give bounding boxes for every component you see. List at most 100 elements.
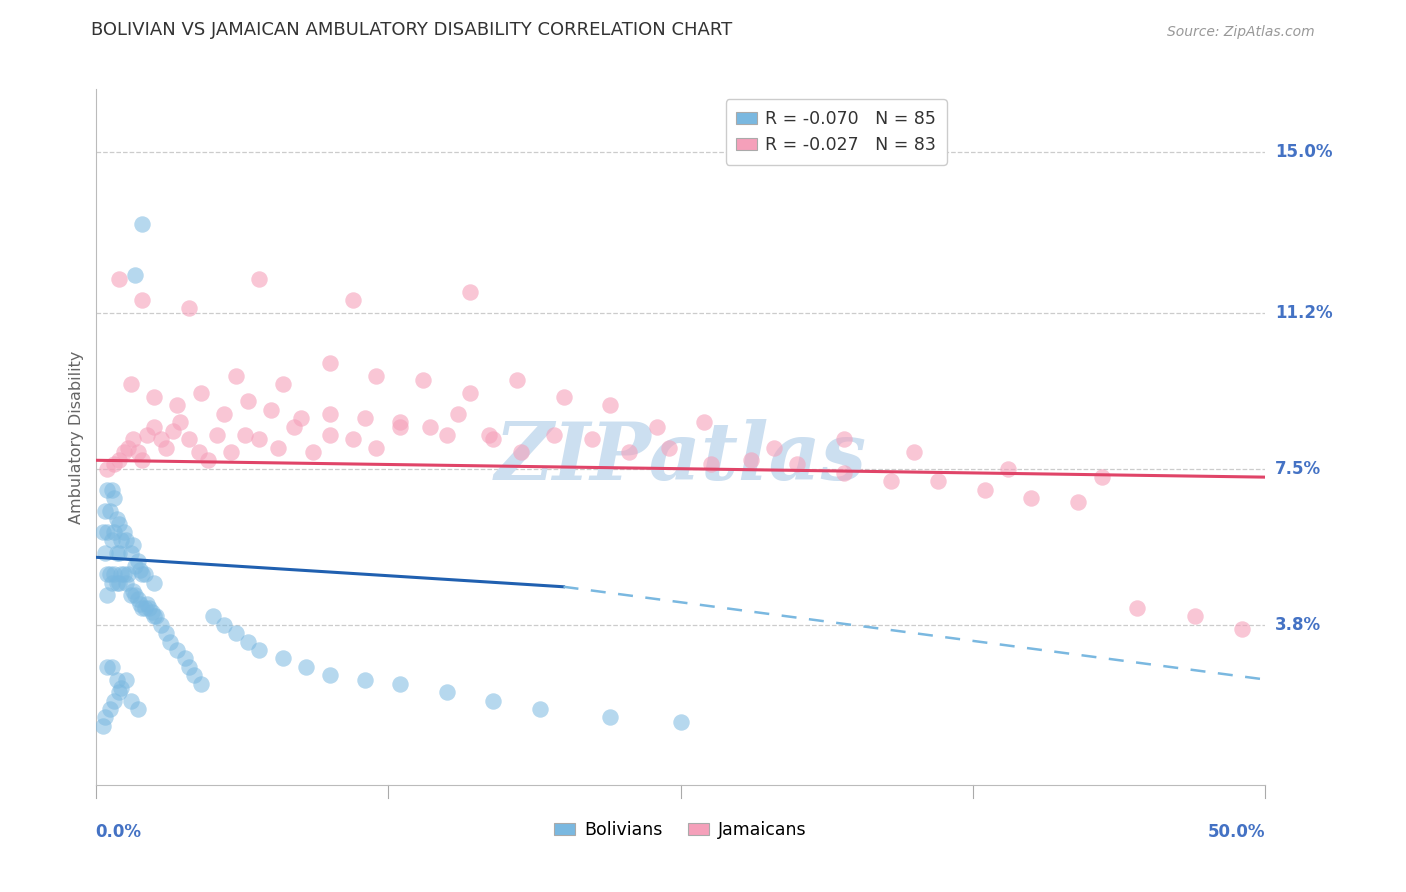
Point: [290, 411, 312, 425]
Point: [94, 546, 117, 560]
Point: [832, 432, 855, 446]
Point: [127, 554, 149, 568]
Point: [143, 419, 166, 434]
Point: [96, 660, 118, 674]
Point: [581, 432, 603, 446]
Point: [236, 394, 259, 409]
Point: [247, 643, 270, 657]
Point: [103, 567, 125, 582]
Point: [529, 702, 551, 716]
Point: [482, 432, 505, 446]
Point: [366, 441, 388, 455]
Text: 11.2%: 11.2%: [1275, 303, 1333, 322]
Point: [110, 533, 132, 548]
Point: [179, 660, 201, 674]
Point: [1184, 609, 1206, 624]
Point: [129, 597, 152, 611]
Point: [271, 651, 294, 665]
Point: [131, 293, 153, 307]
Point: [115, 575, 138, 590]
Point: [124, 268, 146, 282]
Point: [366, 368, 388, 383]
Point: [412, 373, 434, 387]
Point: [166, 399, 188, 413]
Point: [700, 458, 723, 472]
Legend: Bolivians, Jamaicans: Bolivians, Jamaicans: [547, 814, 814, 846]
Point: [129, 563, 152, 577]
Text: 3.8%: 3.8%: [1275, 615, 1322, 633]
Point: [145, 609, 167, 624]
Point: [388, 677, 411, 691]
Point: [127, 592, 149, 607]
Point: [419, 419, 441, 434]
Y-axis label: Ambulatory Disability: Ambulatory Disability: [69, 351, 84, 524]
Point: [159, 634, 181, 648]
Text: 15.0%: 15.0%: [1275, 144, 1333, 161]
Point: [136, 597, 159, 611]
Point: [543, 428, 565, 442]
Point: [388, 415, 411, 429]
Point: [318, 356, 340, 370]
Point: [302, 445, 325, 459]
Point: [108, 685, 131, 699]
Point: [103, 524, 125, 539]
Point: [740, 453, 762, 467]
Point: [318, 668, 340, 682]
Point: [98, 504, 121, 518]
Point: [187, 445, 209, 459]
Point: [103, 491, 125, 506]
Point: [105, 575, 128, 590]
Point: [190, 385, 212, 400]
Text: BOLIVIAN VS JAMAICAN AMBULATORY DISABILITY CORRELATION CHART: BOLIVIAN VS JAMAICAN AMBULATORY DISABILI…: [91, 21, 733, 39]
Point: [110, 681, 132, 695]
Point: [136, 428, 159, 442]
Point: [553, 390, 575, 404]
Point: [295, 660, 318, 674]
Point: [101, 483, 124, 497]
Point: [96, 461, 118, 475]
Point: [221, 445, 243, 459]
Point: [112, 524, 135, 539]
Point: [318, 407, 340, 421]
Point: [134, 567, 156, 582]
Point: [120, 588, 142, 602]
Point: [179, 301, 201, 316]
Point: [98, 567, 121, 582]
Point: [150, 617, 173, 632]
Point: [880, 475, 903, 489]
Point: [127, 445, 149, 459]
Point: [143, 575, 166, 590]
Point: [112, 567, 135, 582]
Point: [506, 373, 529, 387]
Point: [832, 466, 855, 480]
Point: [458, 385, 481, 400]
Point: [1021, 491, 1043, 506]
Point: [207, 428, 229, 442]
Point: [124, 588, 146, 602]
Point: [120, 693, 142, 707]
Point: [108, 453, 131, 467]
Point: [353, 411, 375, 425]
Point: [645, 419, 668, 434]
Point: [131, 600, 153, 615]
Point: [247, 432, 270, 446]
Point: [510, 445, 533, 459]
Point: [447, 407, 470, 421]
Point: [173, 651, 195, 665]
Point: [120, 546, 142, 560]
Point: [131, 217, 153, 231]
Point: [112, 445, 135, 459]
Point: [115, 673, 138, 687]
Point: [150, 432, 173, 446]
Point: [763, 441, 786, 455]
Point: [122, 432, 145, 446]
Point: [183, 668, 205, 682]
Point: [1067, 495, 1090, 509]
Point: [131, 453, 153, 467]
Point: [1230, 622, 1253, 636]
Point: [225, 368, 247, 383]
Point: [271, 377, 294, 392]
Point: [997, 461, 1019, 475]
Text: ZIPatlas: ZIPatlas: [495, 419, 866, 497]
Point: [973, 483, 995, 497]
